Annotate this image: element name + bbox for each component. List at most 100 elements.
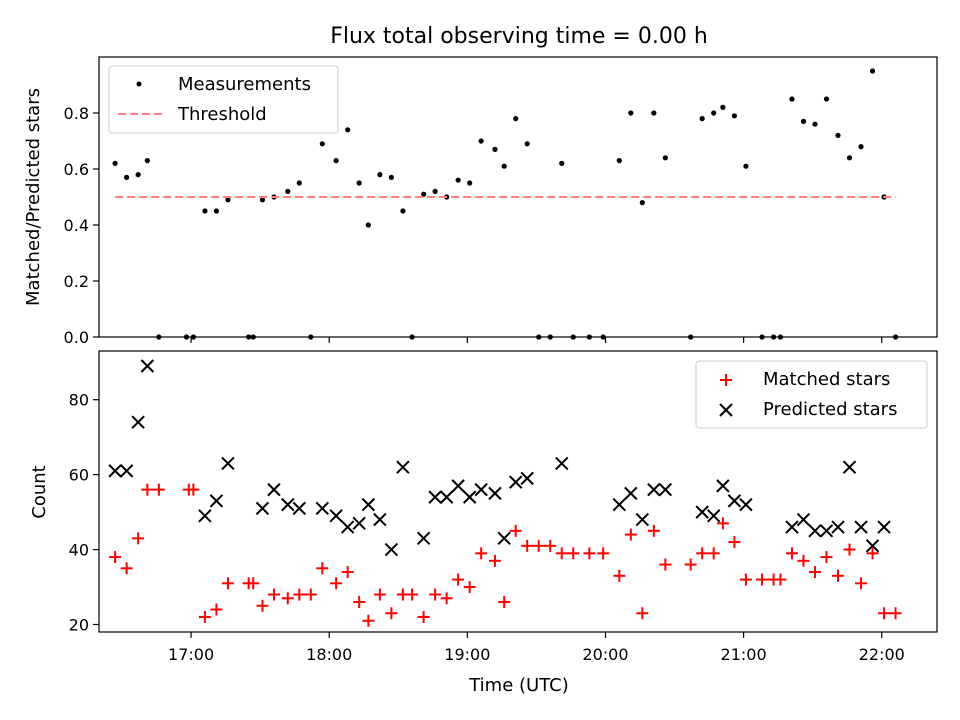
predicted-stars-point [396,460,410,474]
matched-stars-point [109,551,122,564]
y-tick-label: 80 [69,391,89,410]
measurement-point [183,334,190,340]
predicted-stars-point [384,542,399,557]
x-tick-label: 20:00 [582,645,628,664]
measurement-point [409,334,415,340]
x-tick-label: 17:00 [168,645,214,664]
matched-stars-point [583,547,596,560]
predicted-stars-point [292,501,306,516]
predicted-stars-point [267,482,281,497]
y-tick-label: 0.6 [64,160,89,179]
matched-stars-point [866,547,879,560]
matched-stars-point [532,539,545,552]
legend-predicted-label: Predicted stars [763,399,897,420]
measurement-point [144,158,150,164]
matched-stars-point [132,532,145,545]
matched-stars-point [521,539,534,552]
measurement-point [513,116,519,122]
measurement-point [156,334,162,340]
count-y-ticks: 20 40 60 80 [69,391,99,635]
matched-stars-point [429,588,442,601]
matched-stars-point [716,517,729,530]
predicted-stars-point [612,497,627,512]
measurement-point [308,334,314,340]
predicted-stars-point [727,494,742,508]
predicted-stars-point [831,520,845,534]
predicted-stars-point [508,475,523,489]
count-plot-frame [98,350,938,633]
y-tick-label: 0.0 [64,328,89,347]
predicted-stars-point [140,359,155,373]
measurement-point [699,116,705,122]
predicted-stars-point [131,415,145,429]
predicted-stars-point [555,456,569,471]
measurement-point [789,96,795,102]
y-tick-label: 0.4 [64,216,89,235]
predicted-stars-point [716,479,730,493]
measurement-point [345,127,351,133]
predicted-stars-point [340,520,355,534]
matched-stars-point [304,588,317,601]
measurement-point [202,208,208,214]
measurement-point [333,158,339,164]
ratio-y-axis-label: Matched/Predicted stars [23,88,44,306]
predicted-stars-point [854,520,868,534]
matched-stars-point [659,558,672,571]
measurement-point [388,174,394,180]
predicted-stars-point [255,501,270,516]
matched-stars-point [555,547,568,560]
matched-stars-point [141,483,154,496]
matched-stars-point [624,528,637,541]
matched-stars-point [567,547,580,560]
predicted-stars-point [796,512,811,527]
count-y-axis-label: Count [29,465,50,518]
matched-stars-point [728,536,741,549]
matched-stars-point [707,547,720,560]
x-tick-label: 18:00 [306,645,352,664]
measurement-point [501,163,507,169]
measurement-point [800,118,807,124]
measurement-point [190,334,196,340]
ratio-y-ticks: 0.0 0.2 0.4 0.6 0.8 [64,104,99,347]
measurement-point [616,158,622,164]
measurement-point [524,141,530,147]
matched-stars-point [509,524,522,537]
matched-stars-point [878,607,891,620]
measurement-point [720,104,726,110]
matched-stars-point [256,599,269,612]
predicted-stars-point [462,490,477,504]
measurement-point [492,146,498,152]
predicted-stars-point [819,524,834,538]
measurement-point [858,144,864,150]
predicted-stars-point [428,490,442,504]
measurement-point [586,334,592,340]
predicted-stars-point [647,482,661,497]
predicted-stars-point [352,516,366,531]
predicted-stars-point [361,497,376,512]
y-tick-label: 0.2 [64,272,89,291]
matched-stars-point [797,554,810,567]
measurement-point [478,138,484,144]
legend-predicted-marker [719,403,733,417]
measurement-point [296,180,302,186]
matched-stars-point [696,547,709,560]
measurement-point [124,174,130,180]
measurement-point [377,172,383,178]
matched-stars-point [152,483,165,496]
matched-stars-point [684,558,697,571]
measurement-point [812,121,818,127]
legend-threshold-label: Threshold [177,104,267,125]
measurement-point [400,208,406,214]
matched-stars-point [544,539,557,552]
matched-stars-point [198,611,211,624]
matched-stars-point [316,562,329,575]
predicted-stars-point [416,531,431,546]
predicted-stars-point [439,490,454,504]
predicted-stars-point [808,524,822,538]
predicted-stars-point [695,505,709,519]
measurement-point [892,334,899,340]
measurement-point [869,68,876,74]
measurement-point [432,188,438,194]
count-x-ticks: 17:00 18:00 19:00 20:00 21:00 22:00 [168,632,905,664]
count-x-axis-label: Time (UTC) [468,675,569,696]
